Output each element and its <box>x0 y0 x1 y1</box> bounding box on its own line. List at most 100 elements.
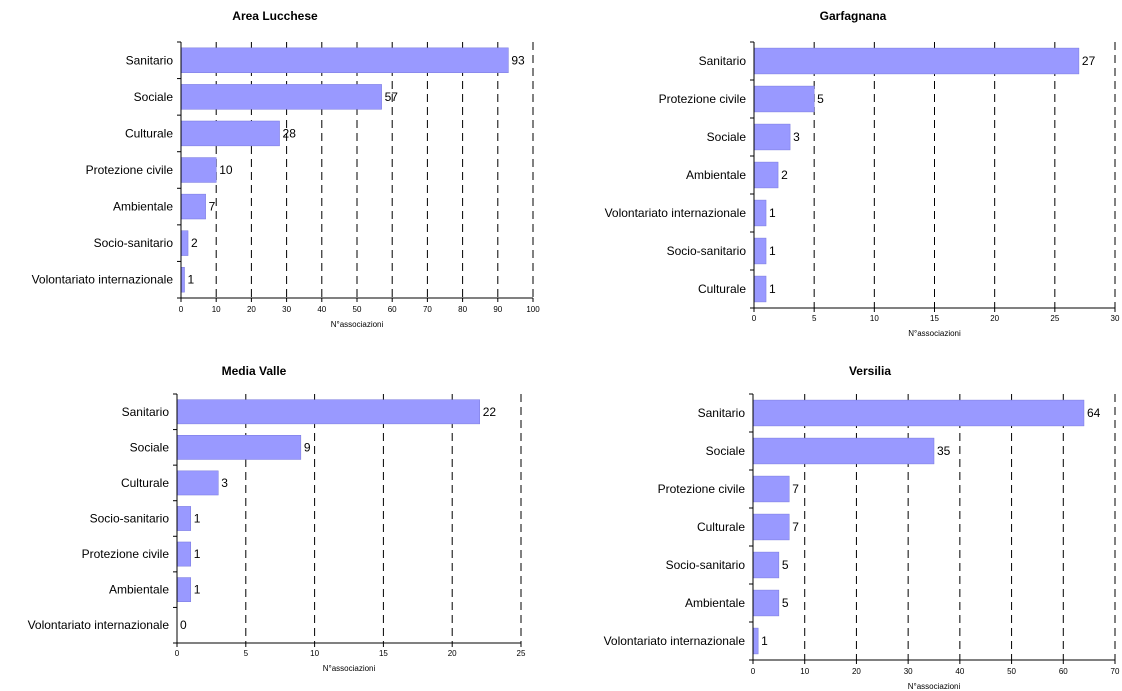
value-label: 7 <box>209 200 216 214</box>
value-label: 2 <box>191 236 198 250</box>
x-tick-label: 20 <box>247 305 256 314</box>
value-label: 2 <box>781 168 788 182</box>
category-label: Socio-sanitario <box>90 512 170 526</box>
x-tick-label: 20 <box>990 314 999 323</box>
category-label: Protezione civile <box>659 92 747 106</box>
value-label: 1 <box>194 547 201 561</box>
category-label: Sociale <box>707 130 747 144</box>
bar <box>753 275 767 303</box>
value-label: 9 <box>304 440 311 454</box>
value-label: 1 <box>194 512 201 526</box>
bar <box>176 435 302 460</box>
bar <box>176 470 219 496</box>
x-axis-label: N°associazioni <box>908 329 961 338</box>
x-tick-label: 40 <box>317 305 326 314</box>
x-tick-label: 20 <box>852 667 861 676</box>
value-label: 7 <box>792 520 799 534</box>
category-label: Sanitario <box>699 54 747 68</box>
x-tick-label: 70 <box>1111 667 1120 676</box>
category-label: Protezione civile <box>82 547 170 561</box>
bar <box>180 84 382 110</box>
category-label: Socio-sanitario <box>667 244 747 258</box>
bar <box>752 627 759 655</box>
value-label: 57 <box>385 90 399 104</box>
x-tick-label: 25 <box>1050 314 1059 323</box>
value-label: 93 <box>511 53 525 67</box>
x-tick-label: 25 <box>517 649 526 658</box>
bar <box>180 193 206 220</box>
bar <box>753 199 767 227</box>
chart-panel-1: Garfagnana Sanitario 27 Protezione civile 5 S… <box>605 9 1120 338</box>
category-label: Sociale <box>706 444 746 458</box>
category-label: Ambientale <box>685 596 745 610</box>
bar <box>176 506 192 531</box>
bar <box>752 399 1085 427</box>
category-label: Volontariato internazionale <box>32 273 174 287</box>
x-axis-label: N°associazioni <box>908 682 961 691</box>
x-tick-label: 40 <box>955 667 964 676</box>
x-tick-label: 5 <box>244 649 249 658</box>
bar <box>752 513 790 541</box>
x-tick-label: 0 <box>175 649 180 658</box>
category-label: Ambientale <box>109 583 169 597</box>
bar <box>180 157 217 183</box>
chart-title: Media Valle <box>222 364 287 378</box>
category-label: Socio-sanitario <box>94 236 174 250</box>
bar <box>180 230 189 256</box>
chart-title: Area Lucchese <box>232 9 318 23</box>
value-label: 27 <box>1082 54 1096 68</box>
bar <box>753 85 815 113</box>
x-tick-label: 60 <box>1059 667 1068 676</box>
x-tick-label: 80 <box>458 305 467 314</box>
x-tick-label: 0 <box>179 305 184 314</box>
x-tick-label: 50 <box>1007 667 1016 676</box>
x-tick-label: 100 <box>526 305 540 314</box>
chart-title: Garfagnana <box>820 9 887 23</box>
category-label: Socio-sanitario <box>666 558 746 572</box>
category-label: Culturale <box>125 126 173 140</box>
chart-panel-3: Versilia Sanitario 64 Sociale 35 Protezione c… <box>604 364 1120 691</box>
bar <box>180 267 185 293</box>
value-label: 1 <box>761 634 768 648</box>
chart-panel-0: Area Lucchese Sanitario 93 Sociale 57 Cultura… <box>32 9 541 329</box>
value-label: 35 <box>937 444 951 458</box>
category-label: Protezione civile <box>658 482 746 496</box>
bar <box>753 237 767 265</box>
bar <box>752 589 780 617</box>
value-label: 5 <box>782 558 789 572</box>
x-tick-label: 0 <box>752 314 757 323</box>
x-tick-label: 90 <box>493 305 502 314</box>
x-tick-label: 10 <box>310 649 319 658</box>
value-label: 28 <box>283 126 297 140</box>
value-label: 3 <box>793 130 800 144</box>
category-label: Sanitario <box>122 405 170 419</box>
value-label: 1 <box>194 583 201 597</box>
x-tick-label: 15 <box>379 649 388 658</box>
value-label: 64 <box>1087 406 1101 420</box>
chart-title: Versilia <box>849 364 891 378</box>
value-label: 0 <box>180 618 187 632</box>
value-label: 1 <box>188 273 195 287</box>
bar <box>176 541 192 567</box>
x-axis-label: N°associazioni <box>331 320 384 329</box>
category-label: Culturale <box>697 520 745 534</box>
category-label: Sociale <box>130 440 170 454</box>
bar <box>180 47 509 73</box>
value-label: 1 <box>769 282 776 296</box>
x-tick-label: 15 <box>930 314 939 323</box>
category-label: Culturale <box>698 282 746 296</box>
bar <box>752 437 935 465</box>
x-tick-label: 20 <box>448 649 457 658</box>
category-label: Sanitario <box>126 53 174 67</box>
category-label: Ambientale <box>686 168 746 182</box>
category-label: Volontariato internazionale <box>605 206 747 220</box>
bar <box>752 475 790 503</box>
value-label: 22 <box>483 405 497 419</box>
value-label: 3 <box>221 476 228 490</box>
x-tick-label: 0 <box>751 667 756 676</box>
bar <box>176 577 192 602</box>
x-tick-label: 50 <box>353 305 362 314</box>
x-axis-label: N°associazioni <box>323 664 376 673</box>
category-label: Ambientale <box>113 200 173 214</box>
